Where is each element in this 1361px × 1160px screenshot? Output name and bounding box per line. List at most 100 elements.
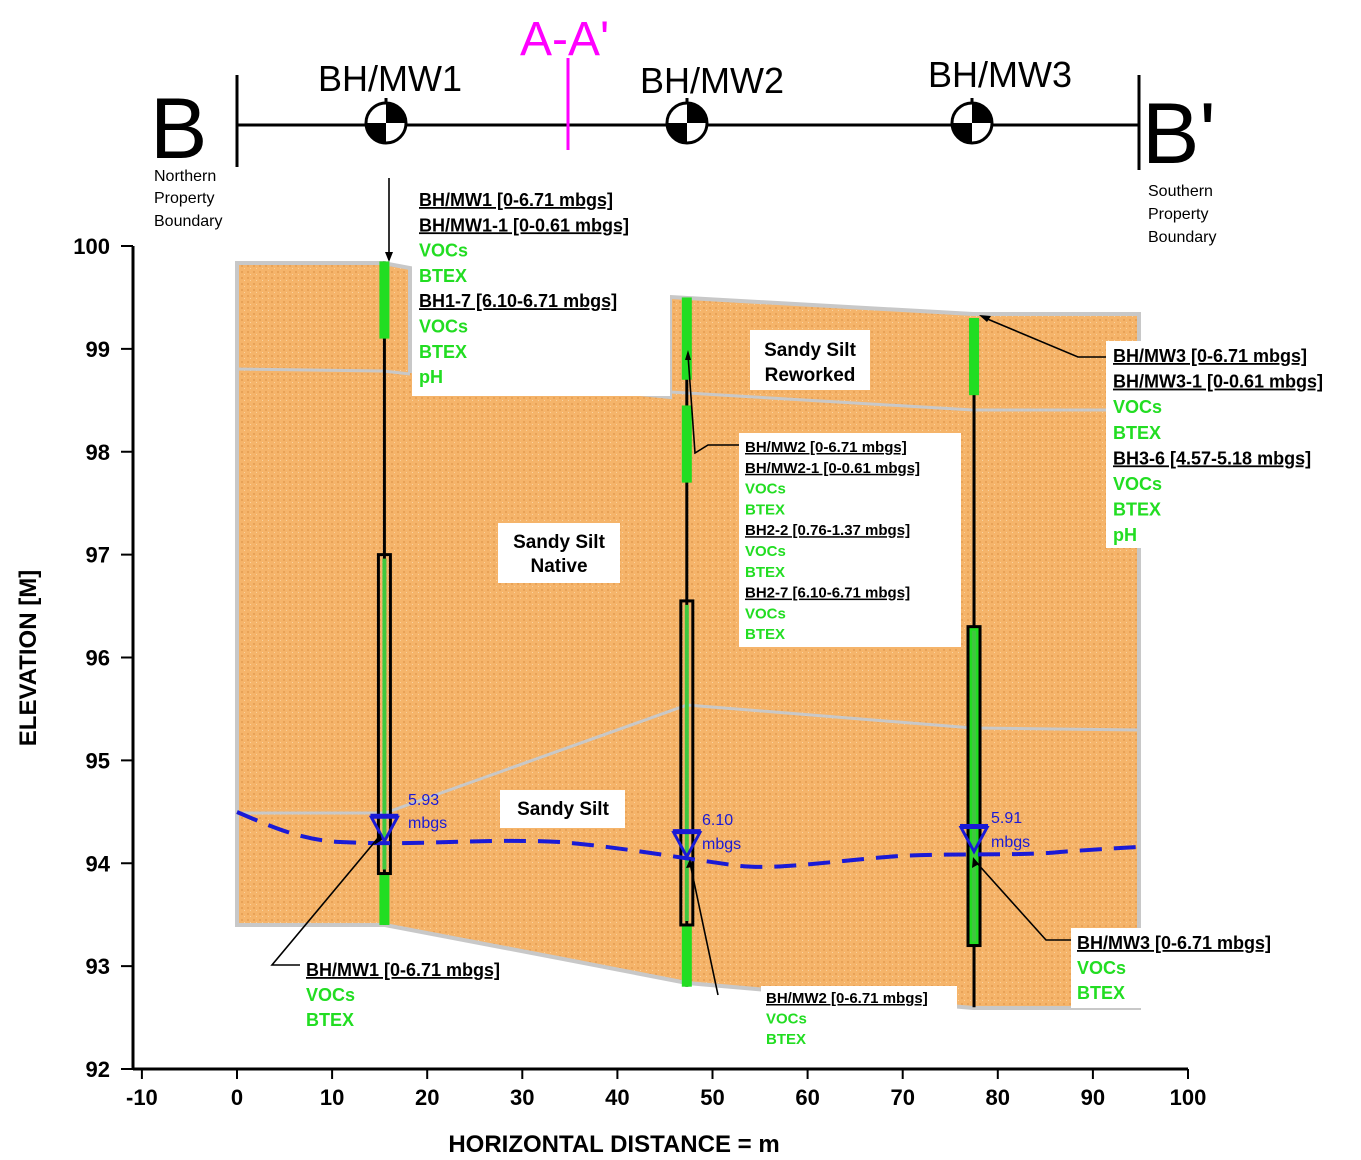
sample-id-label: BH2-2 [0.76-1.37 mbgs] — [745, 522, 910, 539]
x-tick-label: 50 — [700, 1085, 724, 1110]
axes: 92 93 94 95 96 97 98 99 100 -10 0 10 20 30 40 50 60 70 80… — [15, 234, 1206, 1158]
crossing-section-label: A-A' — [520, 13, 609, 66]
analysis-label: VOCs — [1113, 474, 1162, 494]
y-tick-label: 94 — [86, 851, 111, 876]
y-tick-label: 98 — [86, 440, 110, 465]
sample-label-mw2-mid: BH/MW2 [0-6.71 mbgs] BH/MW2-1 [0-0.61 mbg… — [745, 439, 920, 643]
y-tick-label: 97 — [86, 543, 110, 568]
y-tick-label: 93 — [86, 954, 110, 979]
unit-label-lower-line1: Sandy Silt — [517, 799, 610, 820]
y-axis-title: ELEVATION [M] — [15, 570, 42, 746]
label-box-mw2-mid — [739, 433, 961, 647]
leader-lines — [270, 178, 1106, 996]
water-depth-mw1-value: 5.93 — [408, 792, 439, 809]
plan-well-label-mw2: BH/MW2 — [640, 60, 784, 101]
well-screen — [679, 599, 695, 927]
borehole-1 — [368, 261, 400, 925]
sample-label-mw3-top: BH/MW3 [0-6.71 mbgs] BH/MW3-1 [0-0.61 mbg… — [1113, 346, 1323, 545]
label-box-mw3-top — [1106, 341, 1356, 548]
southern-note-line2: Property — [1148, 206, 1208, 223]
analysis-label: BTEX — [1113, 500, 1161, 520]
sample-id-label: BH/MW2 [0-6.71 mbgs] — [745, 439, 907, 456]
y-tick-label: 99 — [86, 337, 110, 362]
sample-interval — [681, 924, 692, 987]
plan-well-label-mw3: BH/MW3 — [928, 54, 1072, 95]
plan-well-symbol-mw3: BH/MW3 — [928, 54, 1072, 145]
x-axis-title: HORIZONTAL DISTANCE = m — [448, 1131, 779, 1158]
leader-mw3-bot — [975, 861, 1071, 941]
unit-label-reworked-line2: Reworked — [765, 365, 856, 386]
borehole-2 — [671, 297, 703, 987]
plan-well-symbol-mw1: BH/MW1 — [318, 58, 462, 145]
section-start-label: B — [150, 81, 207, 177]
sample-id-label: BH/MW2-1 [0-0.61 mbgs] — [745, 460, 920, 477]
analysis-label: VOCs — [745, 543, 786, 560]
well-screen — [376, 553, 392, 876]
southern-note-line1: Southern — [1148, 183, 1213, 200]
analysis-label: VOCs — [419, 317, 468, 337]
unit-label-native-line2: Native — [530, 556, 587, 577]
analysis-label: BTEX — [306, 1010, 354, 1030]
x-ticks: -10 0 10 20 30 40 50 60 70 80 90 100 — [126, 1069, 1206, 1110]
sample-label-mw1-top: BH/MW1 [0-6.71 mbgs] BH/MW1-1 [0-0.61 mbg… — [419, 190, 629, 387]
analysis-label: VOCs — [306, 985, 355, 1005]
unit-label-lower: Sandy Silt — [500, 790, 625, 828]
analysis-label: VOCs — [766, 1011, 807, 1028]
analysis-label: BTEX — [766, 1031, 806, 1048]
x-tick-label: 20 — [415, 1085, 439, 1110]
unit-label-reworked: Sandy Silt Reworked — [750, 330, 870, 390]
label-box-mw1-top — [412, 186, 670, 396]
x-tick-label: -10 — [126, 1085, 158, 1110]
unit-label-native: Sandy Silt Native — [498, 523, 620, 583]
water-depth-mw3-unit: mbgs — [991, 834, 1030, 851]
well-screen — [966, 625, 982, 948]
water-depth-mw2-value: 6.10 — [702, 812, 733, 829]
water-depth-mw2-unit: mbgs — [702, 836, 741, 853]
water-depth-mw1-unit: mbgs — [408, 815, 447, 832]
sample-label-mw3-bot: BH/MW3 [0-6.71 mbgs] VOCs BTEX — [1077, 933, 1271, 1003]
borehole-3 — [958, 318, 990, 1008]
unit-label-reworked-line1: Sandy Silt — [764, 340, 857, 361]
y-tick-label: 95 — [86, 748, 110, 773]
northern-note-line3: Boundary — [154, 213, 223, 230]
leader-mw3-top — [984, 317, 1106, 358]
y-tick-label: 92 — [86, 1057, 110, 1082]
analysis-label: BTEX — [419, 266, 467, 286]
southern-note-line3: Boundary — [1148, 229, 1217, 246]
analysis-label: pH — [1113, 525, 1137, 545]
analysis-label: BTEX — [1113, 423, 1161, 443]
unit-label-native-line1: Sandy Silt — [513, 532, 606, 553]
x-tick-label: 60 — [795, 1085, 819, 1110]
sample-interval — [379, 873, 390, 925]
plan-well-label-mw1: BH/MW1 — [318, 58, 462, 99]
sample-id-label: BH/MW1-1 [0-0.61 mbgs] — [419, 215, 629, 235]
x-tick-label: 0 — [231, 1085, 243, 1110]
sample-id-label: BH/MW3 [0-6.71 mbgs] — [1077, 933, 1271, 953]
leader-mw1-bot — [270, 837, 379, 966]
northern-note-line2: Property — [154, 190, 214, 207]
label-box-mw2-bot — [761, 986, 957, 1050]
analysis-label: VOCs — [1113, 397, 1162, 417]
sample-label-mw1-bot: BH/MW1 [0-6.71 mbgs] VOCs BTEX — [306, 960, 500, 1030]
water-level-marker — [958, 826, 990, 855]
analysis-label: VOCs — [1077, 958, 1126, 978]
analysis-label: VOCs — [745, 481, 786, 498]
water-depth-mw3-value: 5.91 — [991, 810, 1022, 827]
sample-id-label: BH/MW3 [0-6.71 mbgs] — [1113, 346, 1307, 366]
sample-id-label: BH2-7 [6.10-6.71 mbgs] — [745, 585, 910, 602]
x-tick-label: 30 — [510, 1085, 534, 1110]
wells-layer — [368, 261, 990, 1008]
sample-id-label: BH/MW2 [0-6.71 mbgs] — [766, 990, 928, 1007]
analysis-label: BTEX — [1077, 983, 1125, 1003]
sample-id-label: BH1-7 [6.10-6.71 mbgs] — [419, 291, 617, 311]
label-box-mw3-bot — [1071, 928, 1307, 1008]
y-ticks: 92 93 94 95 96 97 98 99 100 — [73, 234, 133, 1082]
x-tick-label: 10 — [320, 1085, 344, 1110]
northern-note-line1: Northern — [154, 168, 216, 185]
label-box-mw1-bot — [300, 958, 532, 1030]
section-plan-strip: B B' A-A' Northern Property Boundary Sou… — [150, 13, 1217, 246]
x-tick-label: 40 — [605, 1085, 629, 1110]
sample-interval — [681, 297, 692, 380]
y-tick-label: 100 — [73, 234, 110, 259]
